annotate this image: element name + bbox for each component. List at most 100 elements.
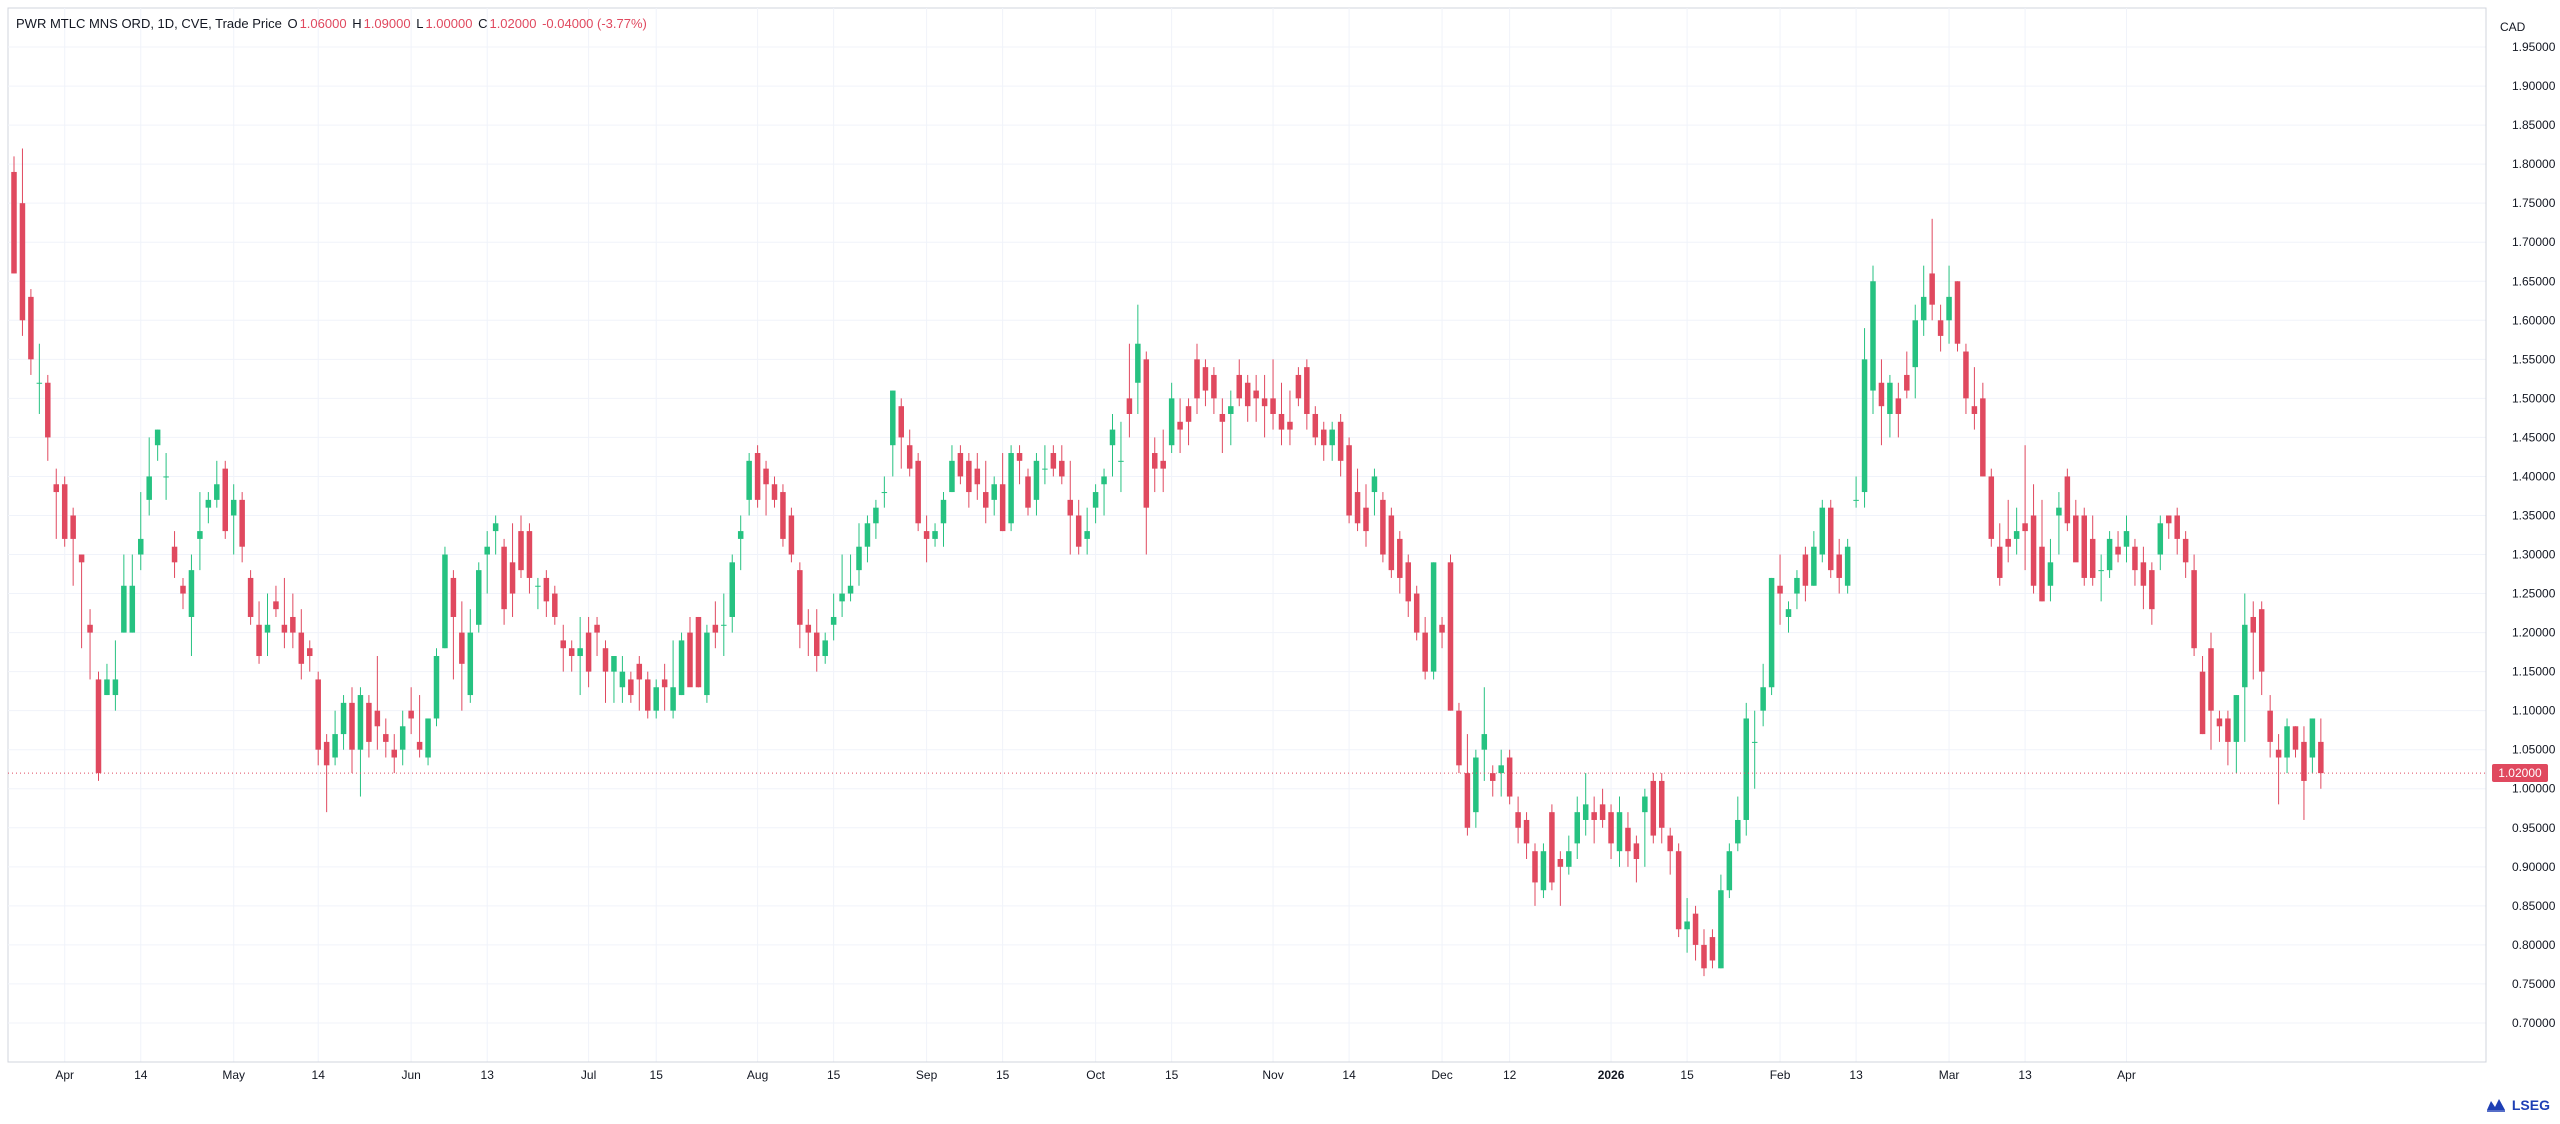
candle-body <box>2225 718 2231 742</box>
candle-layer <box>8 148 2486 977</box>
lseg-logo-icon <box>2486 1099 2505 1112</box>
y-tick-label: 1.80000 <box>2512 157 2556 171</box>
x-tick-label: Feb <box>1770 1068 1791 1082</box>
candle-body <box>1506 757 1513 797</box>
candle-body <box>1033 460 1040 500</box>
candle-body <box>492 523 499 532</box>
candle-body <box>2216 718 2223 727</box>
candle-body <box>1244 382 1251 407</box>
legend-symbol: PWR MTLC MNS ORD, 1D, CVE, Trade Price <box>16 16 282 31</box>
candle-body <box>214 484 220 500</box>
candle-body <box>1599 804 1606 820</box>
candle-body <box>357 695 364 750</box>
candle-body <box>154 429 161 446</box>
candle-body <box>636 663 643 680</box>
candle-body <box>2157 523 2164 555</box>
candle-body <box>1616 812 1623 852</box>
candle-body <box>2064 476 2071 524</box>
x-tick-label: 14 <box>134 1068 148 1082</box>
candle-body <box>442 554 448 649</box>
candle-body <box>822 640 828 657</box>
y-tick-label: 1.55000 <box>2512 352 2556 366</box>
candle-body <box>535 585 541 587</box>
candle-body <box>425 718 431 758</box>
y-tick-label: 1.50000 <box>2512 391 2556 405</box>
candle-body <box>1675 851 1682 930</box>
candle-body <box>1439 624 1445 633</box>
candle-body <box>1625 827 1631 852</box>
candle-body <box>1287 421 1293 430</box>
candle-body <box>1473 757 1479 813</box>
candle-body <box>1219 413 1226 422</box>
y-tick-label: 0.75000 <box>2512 977 2556 991</box>
candle-body <box>1447 562 1454 711</box>
candle-body <box>1912 320 1918 368</box>
candle-body <box>146 476 152 500</box>
candle-body <box>1059 460 1065 477</box>
candle-body <box>1735 819 1741 844</box>
candle-body <box>991 484 997 500</box>
candle-body <box>1540 851 1547 891</box>
candle-body <box>1929 273 1935 305</box>
candle-body <box>1591 812 1597 820</box>
y-tick-label: 1.95000 <box>2512 40 2556 54</box>
candle-body <box>433 656 440 719</box>
candle-body <box>1304 367 1310 414</box>
candle-body <box>932 531 938 539</box>
candle-body <box>1870 281 1876 391</box>
candle-body <box>1878 382 1885 407</box>
x-tick-label: Oct <box>1086 1068 1105 1082</box>
x-tick-label: 2026 <box>1598 1068 1625 1082</box>
legend-open-value: 1.06000 <box>299 16 347 31</box>
candle-body <box>315 679 321 750</box>
candle-body <box>1042 468 1048 470</box>
candle-body <box>247 577 254 617</box>
candle-body <box>873 507 879 524</box>
candle-body <box>36 382 43 384</box>
y-tick-label: 1.35000 <box>2512 508 2556 522</box>
candle-body <box>1008 453 1014 524</box>
candle-body <box>138 538 144 555</box>
candle-body <box>560 640 566 649</box>
candle-body <box>915 460 921 524</box>
legend-change: -0.04000 (-3.77%) <box>542 16 647 31</box>
candle-body <box>450 577 457 617</box>
candle-body <box>1329 429 1335 446</box>
candle-body <box>2242 624 2248 688</box>
y-tick-label: 0.70000 <box>2512 1016 2556 1030</box>
candle-body <box>2123 531 2130 547</box>
candle-body <box>1684 921 1690 930</box>
candle-body <box>1177 421 1183 430</box>
candle-body <box>61 484 68 539</box>
candle-body <box>1101 476 1107 485</box>
brand-text: LSEG <box>2511 1097 2550 1113</box>
legend-close-value: 1.02000 <box>489 16 537 31</box>
candle-body <box>1380 499 1386 555</box>
candle-body <box>2089 538 2096 578</box>
candle-body <box>1278 413 1285 430</box>
candle-body <box>1946 296 1952 321</box>
candle-body <box>1777 585 1783 594</box>
candle-body <box>1118 460 1124 462</box>
candle-body <box>1819 507 1826 555</box>
candle-body <box>2081 515 2087 578</box>
x-tick-label: 15 <box>650 1068 664 1082</box>
x-tick-label: Nov <box>1262 1068 1283 1082</box>
candle-body <box>1016 453 1023 461</box>
candle-body <box>53 484 59 493</box>
candle-body <box>999 484 1006 532</box>
candle-body <box>1354 492 1361 524</box>
currency-label[interactable]: CAD <box>2500 20 2526 34</box>
brand-logo[interactable]: LSEG <box>2486 1097 2550 1113</box>
legend-high-value: 1.09000 <box>363 16 411 31</box>
candle-body <box>611 656 617 672</box>
x-tick-label: Dec <box>1431 1068 1452 1082</box>
candle-body <box>1202 367 1209 391</box>
candle-body <box>2149 570 2155 610</box>
candle-body <box>957 453 964 477</box>
candle-body <box>518 531 524 571</box>
candle-body <box>290 616 296 633</box>
candle-body <box>797 570 803 625</box>
candle-body <box>966 460 972 493</box>
